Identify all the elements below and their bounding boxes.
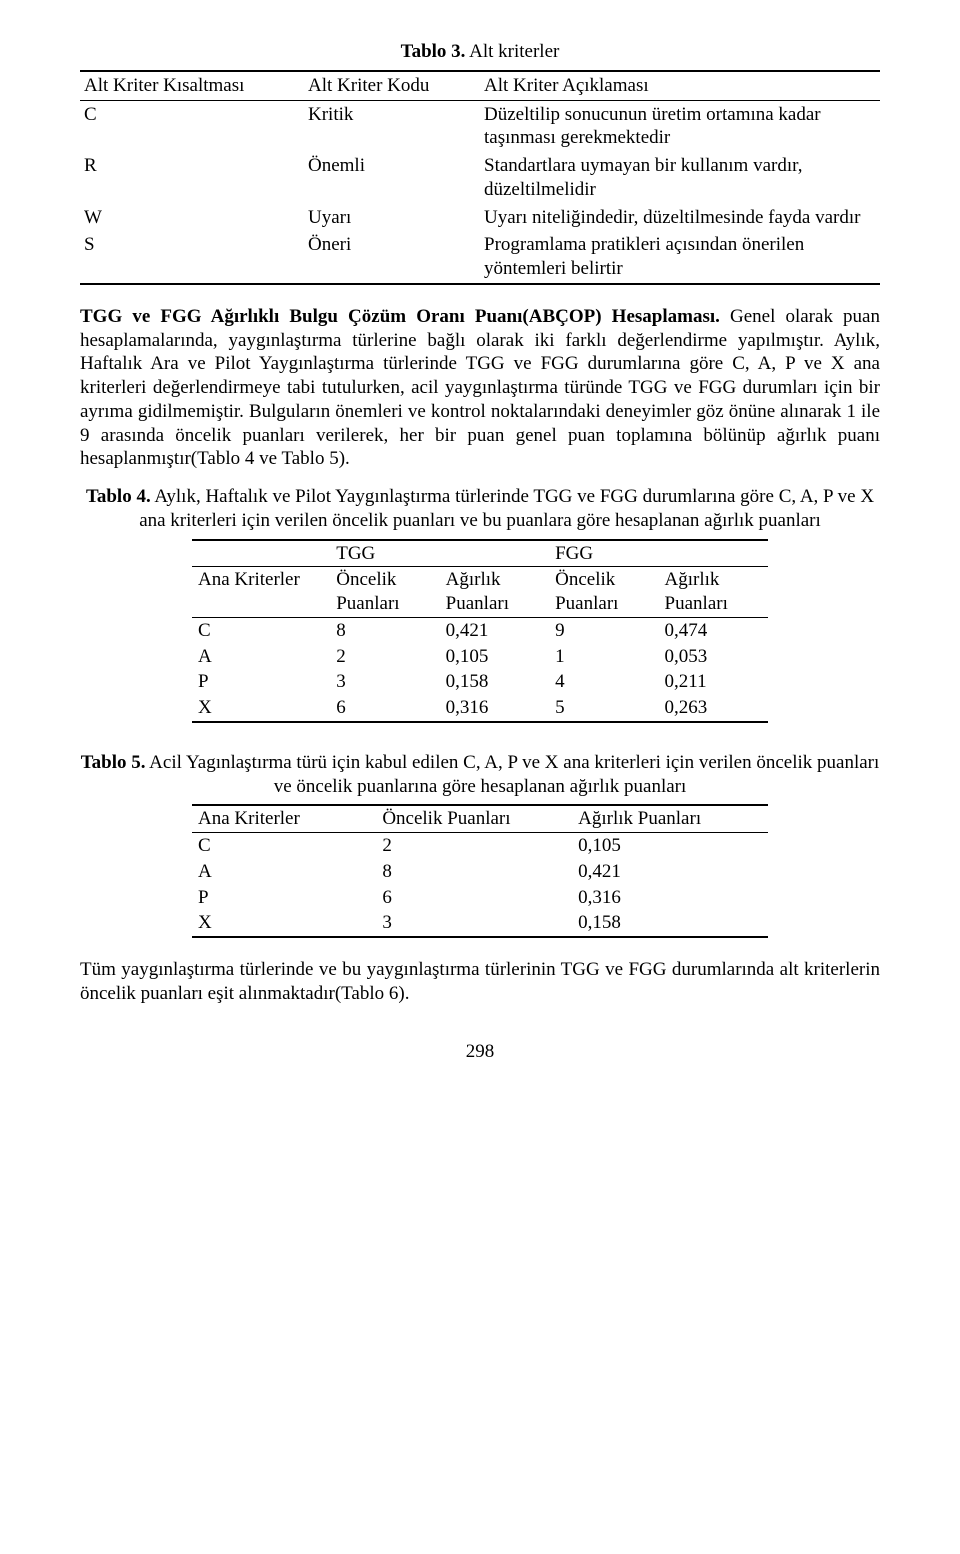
table4-cell: 9 bbox=[549, 617, 658, 643]
table5-cell: X bbox=[192, 910, 376, 937]
table3-caption-rest: Alt kriterler bbox=[465, 41, 559, 62]
table4-subheader: Ağırlık Puanları bbox=[659, 567, 768, 618]
table4-cell: 8 bbox=[330, 617, 439, 643]
table4-cell: 0,316 bbox=[440, 695, 549, 722]
table4-cell: C bbox=[192, 617, 330, 643]
table5-cell: 6 bbox=[376, 885, 572, 911]
table5-caption-rest: Acil Yagınlaştırma türü için kabul edile… bbox=[145, 752, 879, 797]
table4: TGG FGG Ana Kriterler Öncelik Puanları A… bbox=[192, 539, 768, 723]
table4-cell: 0,474 bbox=[659, 617, 768, 643]
document-page: Tablo 3. Alt kriterler Alt Kriter Kısalt… bbox=[0, 0, 960, 1093]
table5-row: X 3 0,158 bbox=[192, 910, 768, 937]
table4-group-tgg: TGG bbox=[330, 540, 549, 567]
table3-header-2: Alt Kriter Kodu bbox=[304, 71, 480, 100]
table3-cell: Düzeltilip sonucunun üretim ortamına kad… bbox=[480, 100, 880, 152]
table3-cell: C bbox=[80, 100, 304, 152]
table3-header-1: Alt Kriter Kısaltması bbox=[80, 71, 304, 100]
table3-cell: W bbox=[80, 204, 304, 232]
table5-row: A 8 0,421 bbox=[192, 859, 768, 885]
table4-cell: 0,158 bbox=[440, 669, 549, 695]
table4-subheader: Ağırlık Puanları bbox=[440, 567, 549, 618]
table3-row: W Uyarı Uyarı niteliğindedir, düzeltilme… bbox=[80, 204, 880, 232]
table4-cell: 0,105 bbox=[440, 644, 549, 670]
table4-cell: A bbox=[192, 644, 330, 670]
table5-caption: Tablo 5. Acil Yagınlaştırma türü için ka… bbox=[80, 751, 880, 799]
table4-cell: 3 bbox=[330, 669, 439, 695]
table3-caption: Tablo 3. Alt kriterler bbox=[80, 40, 880, 64]
table3-header-row: Alt Kriter Kısaltması Alt Kriter Kodu Al… bbox=[80, 71, 880, 100]
table3: Alt Kriter Kısaltması Alt Kriter Kodu Al… bbox=[80, 70, 880, 285]
table4-caption-bold: Tablo 4. bbox=[86, 486, 151, 507]
page-number: 298 bbox=[80, 1040, 880, 1064]
table3-cell: R bbox=[80, 152, 304, 204]
table5-caption-bold: Tablo 5. bbox=[81, 752, 146, 773]
table3-row: S Öneri Programlama pratikleri açısından… bbox=[80, 231, 880, 284]
table5-header-row: Ana Kriterler Öncelik Puanları Ağırlık P… bbox=[192, 805, 768, 832]
table3-cell: Öneri bbox=[304, 231, 480, 284]
table5-header: Öncelik Puanları bbox=[376, 805, 572, 832]
table4-row: X 6 0,316 5 0,263 bbox=[192, 695, 768, 722]
table4-wrapper: TGG FGG Ana Kriterler Öncelik Puanları A… bbox=[80, 539, 880, 723]
table4-group-row: TGG FGG bbox=[192, 540, 768, 567]
table4-row: C 8 0,421 9 0,474 bbox=[192, 617, 768, 643]
table4-cell: 0,421 bbox=[440, 617, 549, 643]
table5-cell: 0,421 bbox=[572, 859, 768, 885]
table5-wrapper: Ana Kriterler Öncelik Puanları Ağırlık P… bbox=[80, 804, 880, 938]
table4-cell: P bbox=[192, 669, 330, 695]
table5-cell: 2 bbox=[376, 833, 572, 859]
table3-cell: Programlama pratikleri açısından önerile… bbox=[480, 231, 880, 284]
table5-row: P 6 0,316 bbox=[192, 885, 768, 911]
table4-subheader: Öncelik Puanları bbox=[549, 567, 658, 618]
table5-cell: 8 bbox=[376, 859, 572, 885]
table3-caption-bold: Tablo 3. bbox=[401, 41, 466, 62]
table5-cell: P bbox=[192, 885, 376, 911]
table4-cell: 4 bbox=[549, 669, 658, 695]
table5-cell: 3 bbox=[376, 910, 572, 937]
table5-cell: 0,158 bbox=[572, 910, 768, 937]
table3-cell: Standartlara uymayan bir kullanım vardır… bbox=[480, 152, 880, 204]
table5-row: C 2 0,105 bbox=[192, 833, 768, 859]
table4-cell: 0,053 bbox=[659, 644, 768, 670]
paragraph-abcop: TGG ve FGG Ağırlıklı Bulgu Çözüm Oranı P… bbox=[80, 305, 880, 471]
table5: Ana Kriterler Öncelik Puanları Ağırlık P… bbox=[192, 804, 768, 938]
table4-subheader: Öncelik Puanları bbox=[330, 567, 439, 618]
table4-cell: X bbox=[192, 695, 330, 722]
table4-cell: 5 bbox=[549, 695, 658, 722]
paragraph-abcop-title: TGG ve FGG Ağırlıklı Bulgu Çözüm Oranı P… bbox=[80, 306, 720, 327]
table4-subheader-row: Ana Kriterler Öncelik Puanları Ağırlık P… bbox=[192, 567, 768, 618]
table4-row: P 3 0,158 4 0,211 bbox=[192, 669, 768, 695]
table4-group-fgg: FGG bbox=[549, 540, 768, 567]
table5-cell: A bbox=[192, 859, 376, 885]
table4-cell: 1 bbox=[549, 644, 658, 670]
table3-cell: S bbox=[80, 231, 304, 284]
table3-cell: Kritik bbox=[304, 100, 480, 152]
table4-cell: 6 bbox=[330, 695, 439, 722]
table4-caption-rest: Aylık, Haftalık ve Pilot Yaygınlaştırma … bbox=[139, 486, 874, 531]
table4-cell: 0,211 bbox=[659, 669, 768, 695]
paragraph-closing: Tüm yaygınlaştırma türlerinde ve bu yayg… bbox=[80, 958, 880, 1006]
table5-cell: 0,316 bbox=[572, 885, 768, 911]
table3-cell: Önemli bbox=[304, 152, 480, 204]
table5-cell: 0,105 bbox=[572, 833, 768, 859]
table5-cell: C bbox=[192, 833, 376, 859]
table4-row: A 2 0,105 1 0,053 bbox=[192, 644, 768, 670]
table4-rowlabel-header: Ana Kriterler bbox=[192, 567, 330, 618]
table5-header: Ana Kriterler bbox=[192, 805, 376, 832]
table3-cell: Uyarı niteliğindedir, düzeltilmesinde fa… bbox=[480, 204, 880, 232]
table3-row: C Kritik Düzeltilip sonucunun üretim ort… bbox=[80, 100, 880, 152]
table4-cell: 0,263 bbox=[659, 695, 768, 722]
paragraph-abcop-body: Genel olarak puan hesaplamalarında, yayg… bbox=[80, 306, 880, 470]
table4-caption: Tablo 4. Aylık, Haftalık ve Pilot Yaygın… bbox=[80, 485, 880, 533]
table3-header-3: Alt Kriter Açıklaması bbox=[480, 71, 880, 100]
table4-cell: 2 bbox=[330, 644, 439, 670]
table4-blank bbox=[192, 540, 330, 567]
table3-row: R Önemli Standartlara uymayan bir kullan… bbox=[80, 152, 880, 204]
table3-cell: Uyarı bbox=[304, 204, 480, 232]
table5-header: Ağırlık Puanları bbox=[572, 805, 768, 832]
